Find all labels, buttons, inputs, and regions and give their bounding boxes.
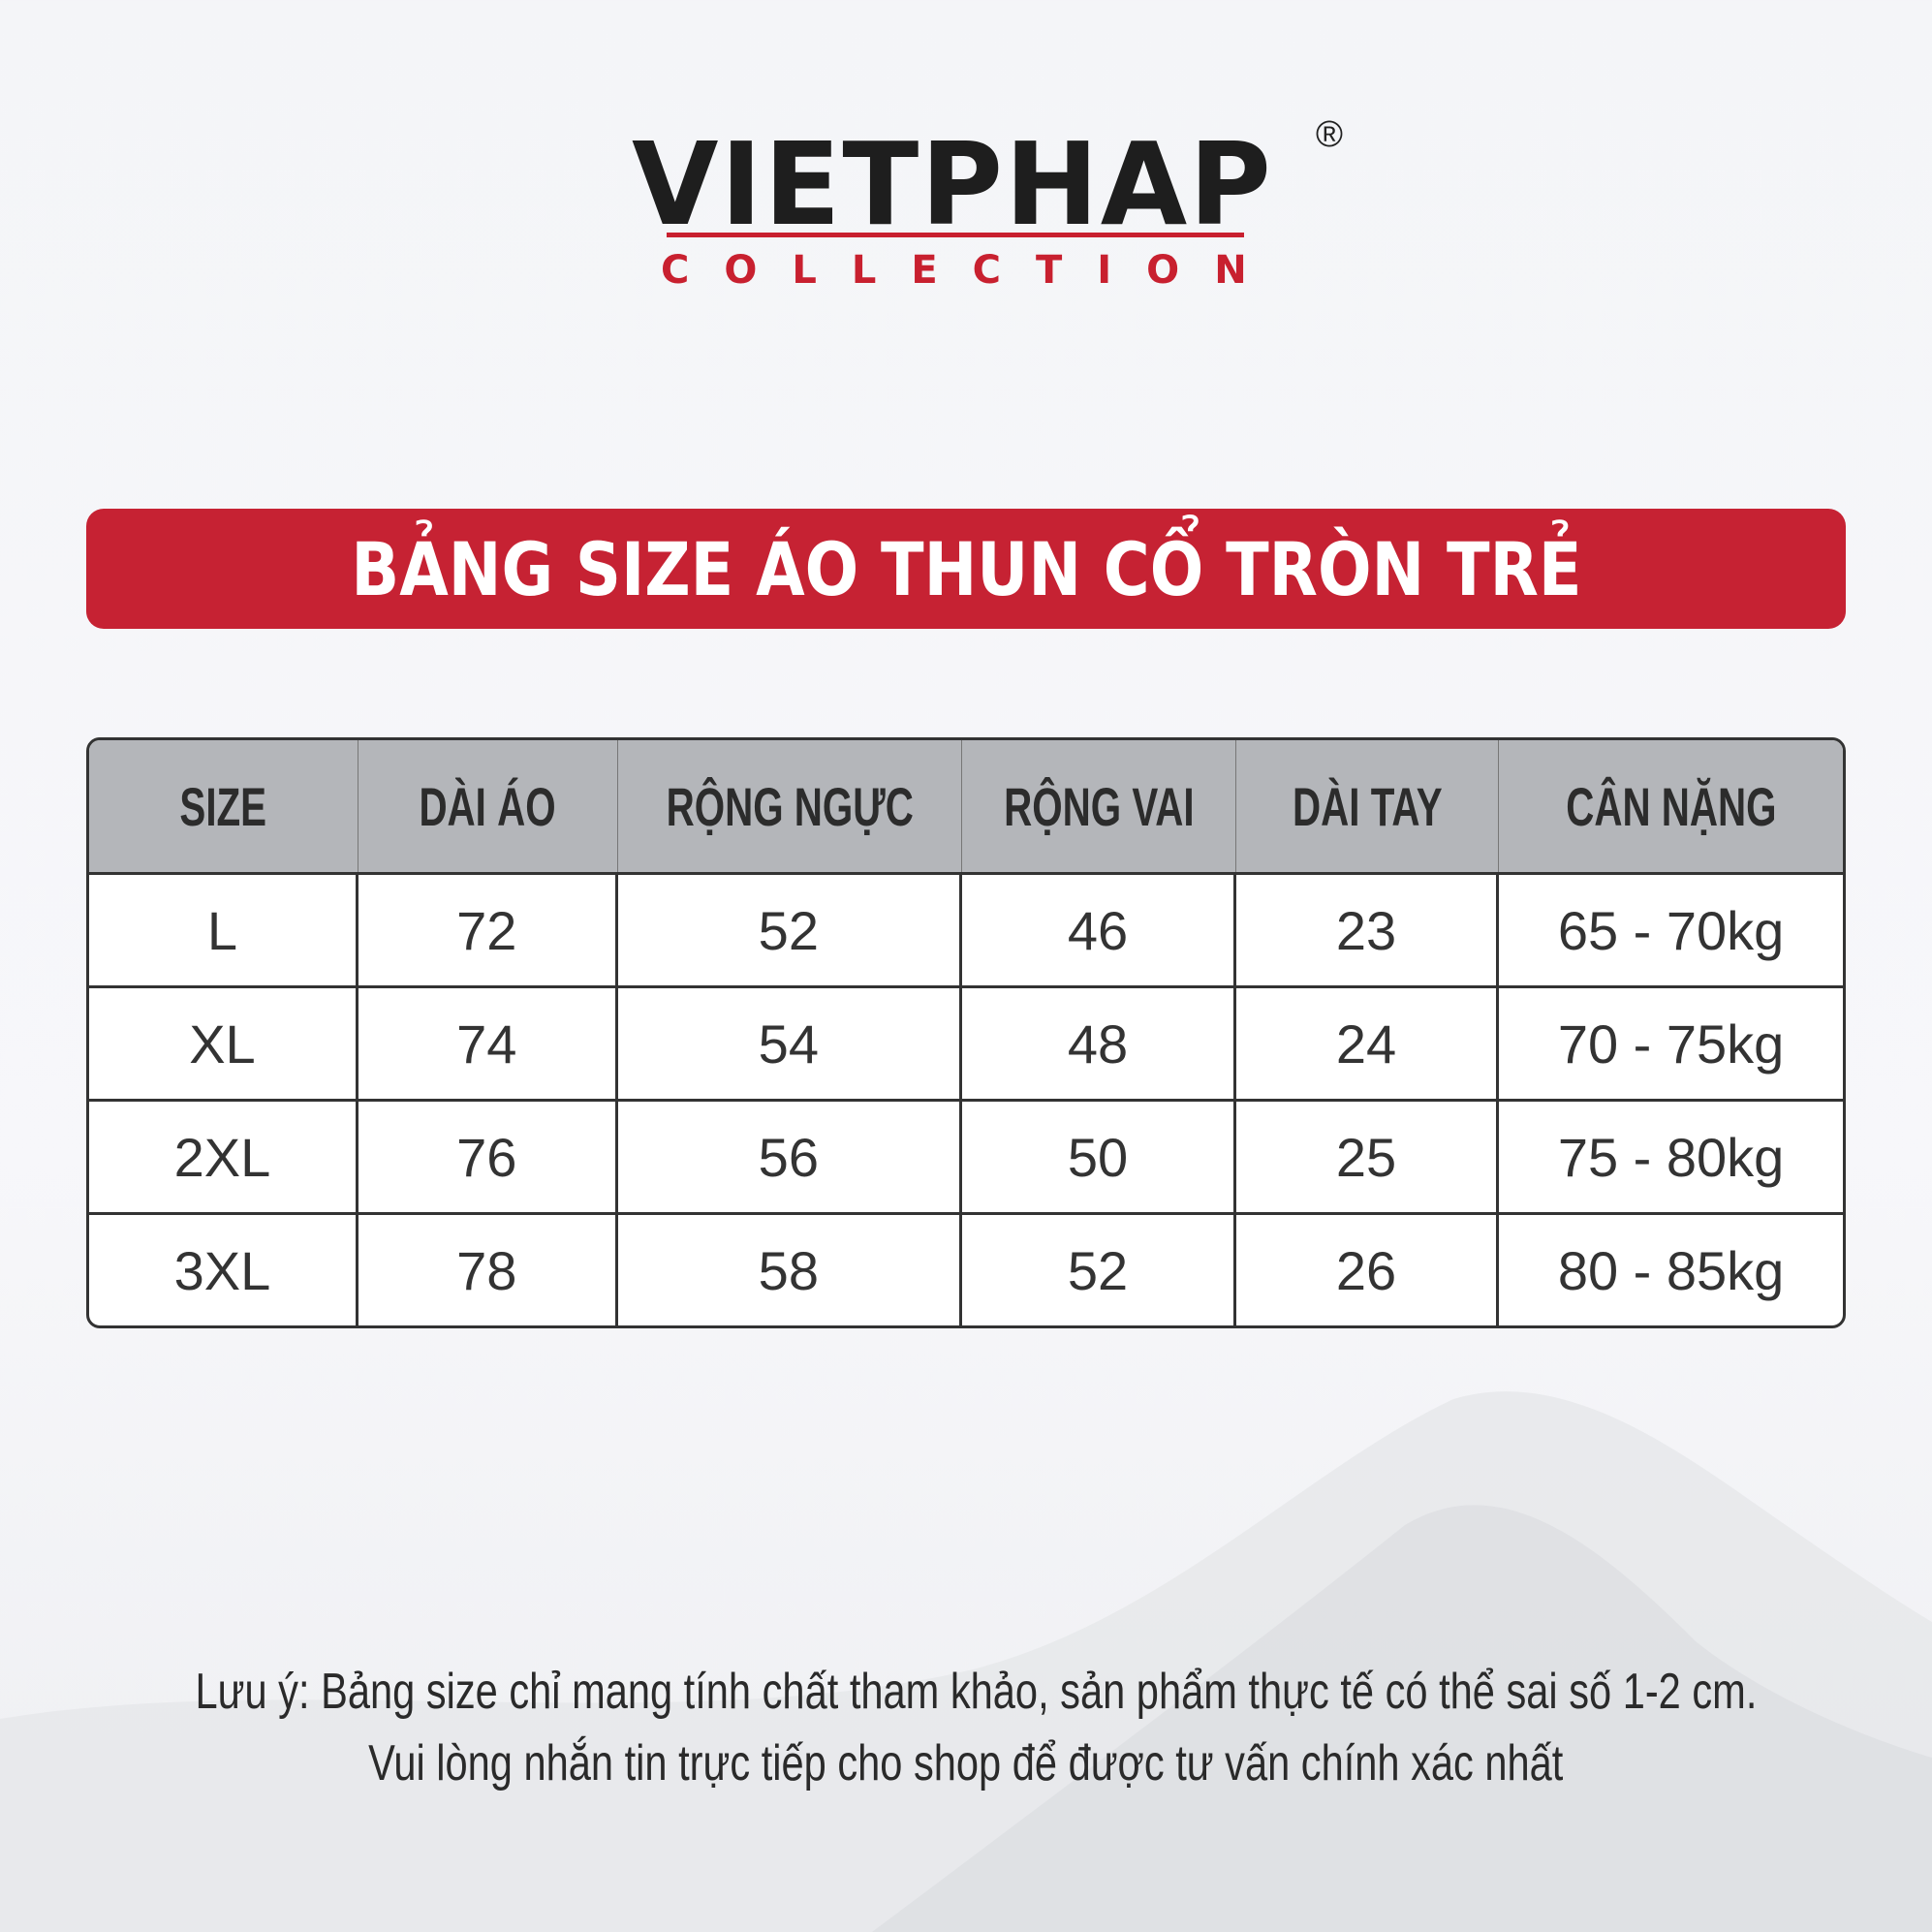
table-cell: 56 <box>617 1099 963 1212</box>
note-text: Vui lòng nhắn tin trực tiếp cho shop để … <box>368 1735 1564 1792</box>
table-row: 2XL 76 56 50 25 75 - 80kg <box>89 1099 1843 1212</box>
header-cell: DÀI TAY <box>1235 740 1500 872</box>
page-title: BẢNG SIZE ÁO THUN CỔ TRÒN TRẺ <box>350 525 1582 612</box>
brand-name: VIETPHAP <box>632 117 1273 251</box>
table-cell: 78 <box>358 1212 618 1325</box>
header-label: SIZE <box>179 775 267 837</box>
header-label: RỘNG VAI <box>1003 775 1195 837</box>
header-cell: DÀI ÁO <box>358 740 618 872</box>
table-cell: XL <box>89 985 358 1099</box>
table-cell: 75 - 80kg <box>1499 1099 1843 1212</box>
table-header-row: SIZE DÀI ÁO RỘNG NGỰC RỘNG VAI DÀI TAY C… <box>89 740 1843 872</box>
table-cell: 52 <box>962 1212 1236 1325</box>
title-banner: BẢNG SIZE ÁO THUN CỔ TRÒN TRẺ <box>86 509 1846 629</box>
header-cell: CÂN NẶNG <box>1499 740 1843 872</box>
table-cell: 58 <box>617 1212 963 1325</box>
table-cell: 24 <box>1235 985 1500 1099</box>
header-cell: RỘNG NGỰC <box>617 740 963 872</box>
table-cell: 50 <box>962 1099 1236 1212</box>
note-line-1: Lưu ý: Bảng size chỉ mang tính chất tham… <box>0 1663 1932 1721</box>
note-line-2: Vui lòng nhắn tin trực tiếp cho shop để … <box>0 1734 1932 1792</box>
table-cell: 80 - 85kg <box>1499 1212 1843 1325</box>
size-table: SIZE DÀI ÁO RỘNG NGỰC RỘNG VAI DÀI TAY C… <box>86 737 1846 1328</box>
table-cell: 76 <box>358 1099 618 1212</box>
table-cell: 25 <box>1235 1099 1500 1212</box>
header-cell: SIZE <box>89 740 358 872</box>
brand-sub: COLLECTION <box>661 248 1282 293</box>
table-cell: 54 <box>617 985 963 1099</box>
registered-mark: ® <box>1316 114 1343 155</box>
table-cell: 2XL <box>89 1099 358 1212</box>
table-cell: 74 <box>358 985 618 1099</box>
table-row: L 72 52 46 23 65 - 70kg <box>89 872 1843 985</box>
header-cell: RỘNG VAI <box>962 740 1236 872</box>
table-row: XL 74 54 48 24 70 - 75kg <box>89 985 1843 1099</box>
table-cell: 23 <box>1235 872 1500 985</box>
header-label: DÀI TAY <box>1292 775 1443 837</box>
table-cell: L <box>89 872 358 985</box>
table-cell: 52 <box>617 872 963 985</box>
mountain-background <box>0 1391 1932 1932</box>
note-text: Lưu ý: Bảng size chỉ mang tính chất tham… <box>195 1664 1758 1720</box>
header-label: DÀI ÁO <box>419 775 556 837</box>
header-label: RỘNG NGỰC <box>666 775 914 837</box>
table-cell: 3XL <box>89 1212 358 1325</box>
table-cell: 46 <box>962 872 1236 985</box>
table-cell: 26 <box>1235 1212 1500 1325</box>
brand-logo: VIETPHAP ® COLLECTION <box>632 114 1343 293</box>
table-cell: 70 - 75kg <box>1499 985 1843 1099</box>
table-row: 3XL 78 58 52 26 80 - 85kg <box>89 1212 1843 1325</box>
table-cell: 65 - 70kg <box>1499 872 1843 985</box>
header-label: CÂN NẶNG <box>1565 775 1777 837</box>
table-cell: 72 <box>358 872 618 985</box>
logo-divider <box>667 233 1244 237</box>
table-cell: 48 <box>962 985 1236 1099</box>
